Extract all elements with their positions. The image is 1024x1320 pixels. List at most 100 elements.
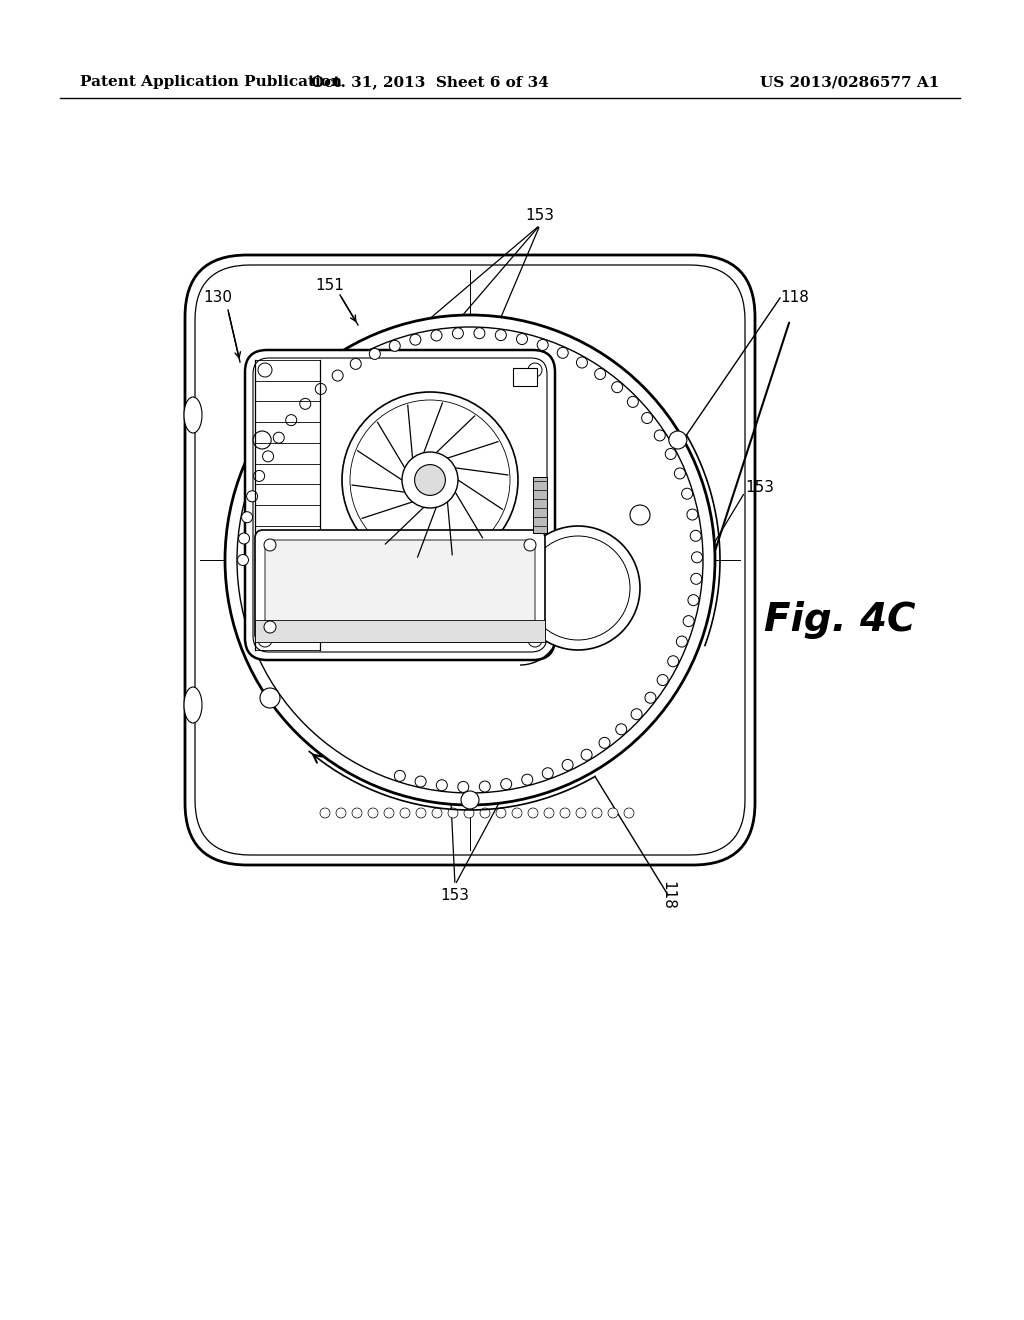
Text: 151: 151	[315, 279, 344, 293]
Circle shape	[336, 808, 346, 818]
Circle shape	[528, 808, 538, 818]
Circle shape	[389, 341, 400, 351]
Circle shape	[453, 327, 464, 339]
Text: Patent Application Publication: Patent Application Publication	[80, 75, 342, 88]
Circle shape	[394, 771, 406, 781]
Circle shape	[300, 399, 310, 409]
Circle shape	[464, 808, 474, 818]
Circle shape	[687, 510, 698, 520]
Circle shape	[242, 512, 253, 523]
Circle shape	[522, 774, 532, 785]
Circle shape	[352, 808, 362, 818]
Circle shape	[516, 525, 640, 649]
Text: 142: 142	[345, 693, 375, 708]
FancyBboxPatch shape	[255, 531, 545, 642]
Text: 118: 118	[780, 290, 809, 305]
Text: 130: 130	[204, 290, 232, 305]
Circle shape	[258, 634, 272, 647]
Circle shape	[516, 334, 527, 345]
Bar	[255, 620, 545, 642]
Text: 153: 153	[745, 480, 774, 495]
Circle shape	[543, 768, 553, 779]
Circle shape	[691, 552, 702, 562]
Circle shape	[669, 432, 687, 449]
FancyBboxPatch shape	[253, 358, 547, 652]
Text: Fig. 4C: Fig. 4C	[764, 601, 915, 639]
Circle shape	[538, 339, 548, 350]
Bar	[534, 477, 547, 533]
Circle shape	[262, 451, 273, 462]
Circle shape	[247, 491, 258, 502]
Ellipse shape	[184, 397, 202, 433]
Circle shape	[342, 392, 518, 568]
Circle shape	[415, 465, 445, 495]
Circle shape	[264, 620, 276, 634]
Circle shape	[611, 381, 623, 392]
Circle shape	[668, 656, 679, 667]
Circle shape	[260, 688, 280, 708]
Circle shape	[524, 539, 536, 550]
Circle shape	[496, 808, 506, 818]
Circle shape	[560, 808, 570, 818]
Circle shape	[237, 327, 703, 793]
Circle shape	[479, 781, 490, 792]
Circle shape	[615, 723, 627, 735]
Circle shape	[474, 327, 485, 339]
Circle shape	[557, 347, 568, 358]
Circle shape	[562, 759, 573, 771]
Circle shape	[431, 330, 442, 341]
Circle shape	[370, 348, 380, 359]
Text: 149: 149	[412, 375, 440, 389]
Circle shape	[657, 675, 669, 685]
Circle shape	[676, 636, 687, 647]
Text: 118: 118	[660, 880, 675, 909]
Circle shape	[666, 449, 676, 459]
Circle shape	[258, 363, 272, 378]
Circle shape	[239, 533, 250, 544]
Circle shape	[384, 808, 394, 818]
Circle shape	[350, 358, 361, 370]
Circle shape	[526, 536, 630, 640]
Circle shape	[264, 539, 276, 550]
Circle shape	[410, 334, 421, 345]
Text: 153: 153	[440, 887, 469, 903]
Circle shape	[458, 781, 469, 792]
Circle shape	[577, 356, 588, 368]
Circle shape	[688, 594, 699, 606]
Text: 153: 153	[525, 207, 555, 223]
Circle shape	[319, 808, 330, 818]
Circle shape	[691, 573, 701, 585]
Circle shape	[368, 808, 378, 818]
Circle shape	[645, 692, 656, 704]
Text: 140: 140	[275, 495, 304, 510]
Text: US 2013/0286577 A1: US 2013/0286577 A1	[760, 75, 939, 88]
FancyBboxPatch shape	[245, 350, 555, 660]
Circle shape	[624, 808, 634, 818]
Circle shape	[690, 531, 701, 541]
Circle shape	[436, 780, 447, 791]
Text: Oct. 31, 2013  Sheet 6 of 34: Oct. 31, 2013 Sheet 6 of 34	[311, 75, 549, 88]
Circle shape	[415, 776, 426, 787]
Circle shape	[402, 451, 458, 508]
Circle shape	[528, 634, 542, 647]
Circle shape	[461, 791, 479, 809]
Circle shape	[631, 709, 642, 719]
Circle shape	[599, 738, 610, 748]
Circle shape	[315, 383, 327, 395]
Circle shape	[449, 808, 458, 818]
Circle shape	[642, 413, 652, 424]
FancyBboxPatch shape	[185, 255, 755, 865]
Circle shape	[595, 368, 605, 380]
Circle shape	[480, 808, 490, 818]
Circle shape	[628, 396, 638, 408]
Circle shape	[575, 808, 586, 818]
FancyBboxPatch shape	[195, 265, 745, 855]
Circle shape	[286, 414, 297, 425]
Circle shape	[528, 363, 542, 378]
Ellipse shape	[184, 686, 202, 723]
Circle shape	[682, 488, 692, 499]
Circle shape	[225, 315, 715, 805]
Bar	[513, 368, 537, 385]
Circle shape	[683, 615, 694, 627]
Circle shape	[254, 470, 264, 482]
